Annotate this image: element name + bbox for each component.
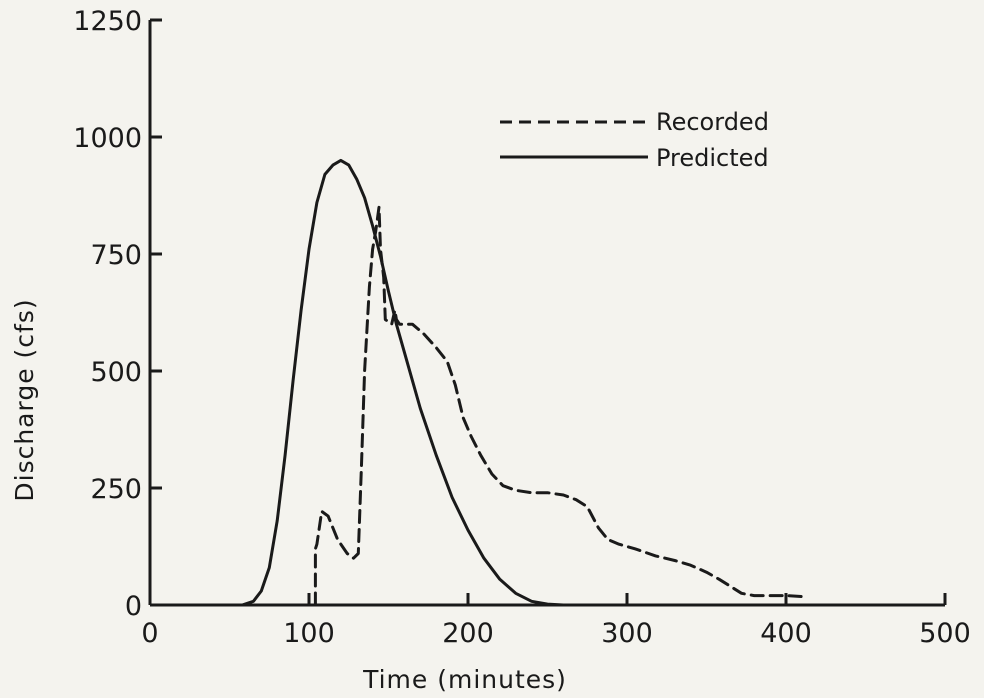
series-line-recorded: [313, 205, 804, 607]
x-tick-label: 400: [760, 618, 812, 649]
y-axis-title: Discharge (cfs): [10, 298, 39, 501]
legend: Recorded Predicted: [500, 108, 769, 172]
x-tick-label: 200: [442, 618, 494, 649]
axes: 0 100 200 300 400 500 0 250 500 750 1000 1250: [73, 6, 970, 649]
x-tick-label: 0: [141, 618, 158, 649]
y-tick-label: 500: [90, 357, 142, 388]
x-tick-label: 100: [283, 618, 335, 649]
x-axis-title: Time (minutes): [362, 665, 567, 694]
legend-item-recorded: Recorded: [500, 108, 769, 136]
y-tick-label: 750: [90, 240, 142, 271]
series-group: [240, 158, 804, 607]
legend-label-predicted: Predicted: [656, 144, 769, 172]
x-tick-label: 300: [601, 618, 653, 649]
y-tick-label: 1250: [73, 6, 142, 37]
y-tick-label: 0: [125, 591, 142, 622]
series-line-predicted: [240, 158, 565, 607]
y-tick-label: 1000: [73, 123, 142, 154]
legend-label-recorded: Recorded: [656, 108, 769, 136]
y-tick-label: 250: [90, 474, 142, 505]
y-ticks: 0 250 500 750 1000 1250: [73, 6, 162, 622]
legend-item-predicted: Predicted: [500, 144, 769, 172]
x-ticks: 0 100 200 300 400 500: [141, 593, 971, 649]
x-tick-label: 500: [919, 618, 971, 649]
